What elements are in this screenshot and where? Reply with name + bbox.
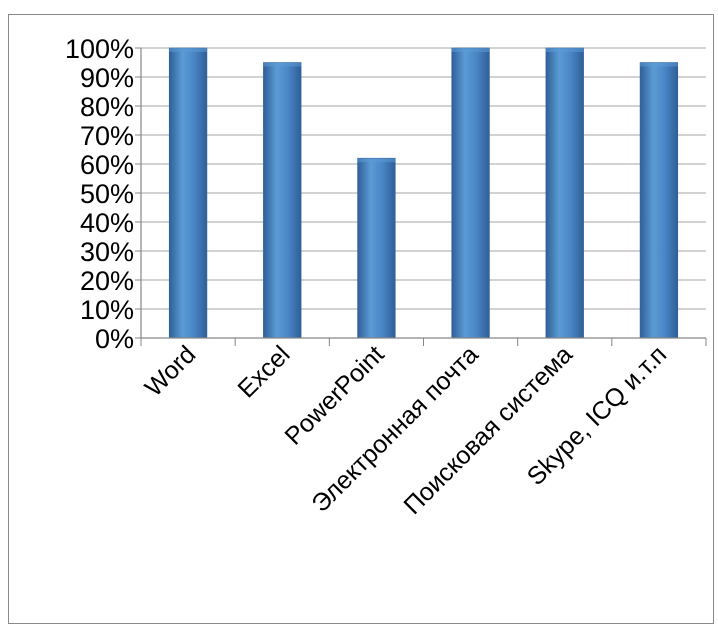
bars xyxy=(168,47,679,339)
gridlines xyxy=(135,47,706,339)
y-tick-label: 10% xyxy=(80,295,134,325)
bar xyxy=(168,47,208,339)
x-category-label: Поисковая система xyxy=(398,340,578,520)
bar xyxy=(451,47,490,339)
bar xyxy=(639,62,679,339)
y-tick-label: 50% xyxy=(80,179,134,209)
bar-top-highlight xyxy=(263,62,302,67)
y-tick-label: 40% xyxy=(80,208,134,238)
axes xyxy=(140,48,707,346)
y-tick-label: 30% xyxy=(80,237,134,267)
x-category-label: Word xyxy=(140,340,202,402)
bar-top-highlight xyxy=(451,48,490,52)
y-tick-label: 90% xyxy=(80,63,134,93)
bar-top-highlight xyxy=(545,48,584,52)
y-tick-label: 0% xyxy=(95,324,134,354)
bar-top-highlight xyxy=(357,158,396,163)
y-tick-label: 70% xyxy=(80,121,134,151)
y-tick-label: 20% xyxy=(80,266,134,296)
y-tick-label: 60% xyxy=(80,150,134,180)
x-category-label: Электронная почта xyxy=(306,340,484,518)
y-tick-label: 100% xyxy=(65,34,134,64)
bar-top-highlight xyxy=(640,62,678,67)
bar xyxy=(357,157,396,339)
y-tick-label: 80% xyxy=(80,92,134,122)
bar-top-highlight xyxy=(169,48,207,52)
y-axis-ticks: 0%10%20%30%40%50%60%70%80%90%100% xyxy=(65,34,134,354)
bar xyxy=(545,47,584,339)
bar xyxy=(263,62,302,339)
x-category-label: Excel xyxy=(232,340,295,403)
